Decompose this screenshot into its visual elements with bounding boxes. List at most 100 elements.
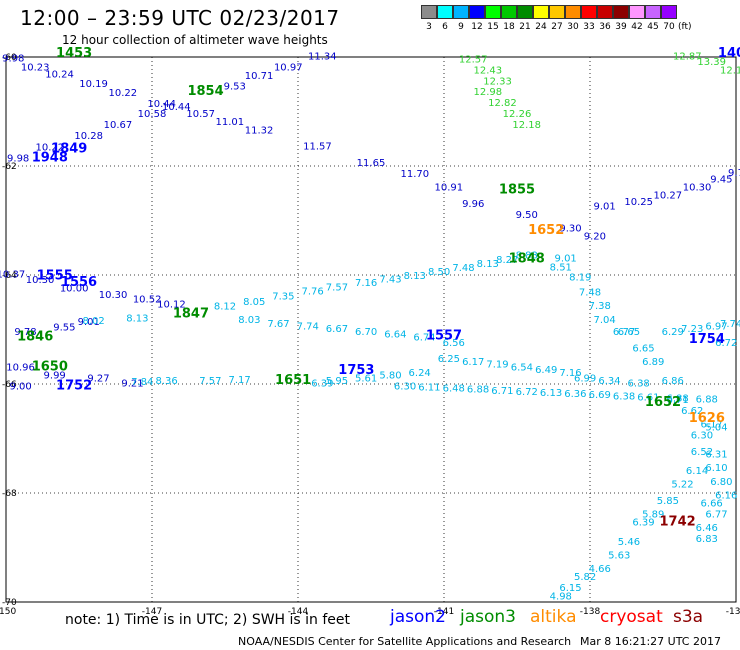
pass-time-label: 1652 (528, 223, 564, 238)
wave-height-value: 10.57 (186, 109, 215, 120)
wave-height-value: 9.20 (584, 232, 606, 243)
color-scale-label: 15 (487, 22, 499, 32)
wave-height-value: 12.43 (473, 65, 502, 76)
color-scale-label: 6 (442, 22, 448, 32)
wave-height-value: 6.11 (418, 383, 440, 394)
pass-time-label: 1847 (173, 307, 209, 322)
color-swatch (565, 5, 581, 19)
color-scale-label: 24 (535, 22, 547, 32)
pass-time-label: 1557 (426, 328, 462, 343)
wave-height-value: 6.31 (705, 450, 727, 461)
wave-height-value: 12.82 (488, 98, 517, 109)
wave-height-value: 10.91 (435, 183, 464, 194)
pass-time-label: 1855 (499, 182, 535, 197)
wave-height-value: 6.14 (686, 466, 708, 477)
color-swatch (453, 5, 469, 19)
wave-height-value: 6.97 (705, 322, 727, 333)
wave-height-value: 12.1 (720, 65, 740, 76)
wave-height-value: 11.70 (400, 169, 429, 180)
wave-height-value: 10.71 (245, 71, 274, 82)
wave-height-value: 12.98 (473, 87, 502, 98)
wave-height-value: 7.04 (593, 315, 615, 326)
wave-height-value: 6.80 (710, 477, 732, 488)
wave-height-value: 9.55 (53, 323, 75, 334)
lon-tick-label: -135 (726, 607, 740, 617)
color-swatch (517, 5, 533, 19)
wave-height-value: 6.72 (516, 387, 538, 398)
wave-height-value: 6.89 (642, 357, 664, 368)
wave-height-value: 4.66 (589, 564, 611, 575)
wave-height-value: 6.83 (696, 534, 718, 545)
wave-height-value: 11.65 (357, 158, 386, 169)
wave-height-value: 6.17 (701, 420, 723, 431)
wave-height-value: 12.87 (673, 52, 702, 63)
wave-height-value: 7.16 (355, 278, 377, 289)
color-swatch (629, 5, 645, 19)
wave-height-value: 8.27 (496, 255, 518, 266)
wave-height-value: 9.98 (7, 154, 29, 165)
color-swatch (645, 5, 661, 19)
legend-jason2: jason2 (390, 607, 446, 627)
wave-height-value: 10.24 (45, 70, 74, 81)
wave-height-value: 6.67 (326, 324, 348, 335)
pass-time-label: 1948 (32, 151, 68, 166)
wave-height-value: 9.96 (462, 199, 484, 210)
wave-height-value: 6.77 (705, 510, 727, 521)
pass-time-label: 1556 (61, 275, 97, 290)
wave-height-value: 9.30 (559, 223, 581, 234)
pass-time-label: 1849 (51, 141, 87, 156)
wave-height-value: 8.13 (126, 313, 148, 324)
wave-height-value: 8.51 (550, 263, 572, 274)
wave-height-value: 10.44 (162, 102, 191, 113)
wave-height-value: 11.34 (308, 52, 337, 63)
wave-height-value: 11.57 (303, 142, 332, 153)
wave-height-value: 9.78 (14, 327, 36, 338)
wave-height-value: 7.74 (720, 319, 740, 330)
wave-height-value: 5.22 (671, 480, 693, 491)
wave-height-value: 7.16 (559, 368, 581, 379)
legend-jason3: jason3 (460, 607, 516, 627)
wave-height-value: 8.83 (516, 251, 538, 262)
chart-title: 12:00 – 23:59 UTC 02/23/2017 (20, 6, 340, 30)
lat-tick-label: -68 (2, 489, 17, 499)
credit-line: NOAA/NESDIS Center for Satellite Applica… (238, 635, 572, 648)
color-scale-label: 9 (458, 22, 464, 32)
wave-height-value: 6.30 (394, 381, 416, 392)
wave-height-value: 9.01 (593, 202, 615, 213)
color-scale-label: 42 (631, 22, 643, 32)
legend-cryosat: cryosat (600, 607, 663, 627)
wave-height-value: 7.84 (131, 377, 153, 388)
pass-time-label: 1754 (689, 332, 725, 347)
wave-height-value: 10.30 (99, 290, 128, 301)
wave-height-value: 5.82 (574, 572, 596, 583)
wave-height-value: 6.38 (628, 379, 650, 390)
color-scale-unit: (ft) (678, 22, 692, 32)
wave-height-value: 4.98 (550, 591, 572, 602)
wave-height-value: 8.13 (477, 259, 499, 270)
wave-height-value: 8.19 (569, 272, 591, 283)
wave-height-value: 6.88 (467, 385, 489, 396)
wave-height-value: 10.52 (133, 294, 162, 305)
wave-height-value: 5.95 (326, 376, 348, 387)
color-swatch (501, 5, 517, 19)
pass-time-label: 1846 (17, 329, 53, 344)
wave-height-value: 9.01 (555, 253, 577, 264)
lon-tick-label: -150 (0, 607, 16, 617)
wave-height-value: 13.39 (697, 57, 726, 68)
wave-height-value: 6.88 (696, 395, 718, 406)
wave-height-value: 7.57 (326, 282, 348, 293)
pass-time-label: 1652 (645, 395, 681, 410)
wave-height-value: 9.7 (728, 168, 740, 179)
wave-height-value: 7.35 (272, 292, 294, 303)
color-swatch (469, 5, 485, 19)
wave-height-value: 6.34 (598, 376, 620, 387)
color-scale-label: 70 (663, 22, 675, 32)
wave-height-value: 5.61 (355, 373, 377, 384)
wave-height-value: 9.98 (2, 53, 24, 64)
wave-height-value: 6.72 (715, 338, 737, 349)
wave-height-value: 5.89 (642, 510, 664, 521)
wave-height-value: 9.27 (87, 373, 109, 384)
wave-height-value: 1742 (660, 515, 696, 530)
wave-height-value: 6.13 (540, 388, 562, 399)
wave-height-value: 8.02 (82, 316, 104, 327)
